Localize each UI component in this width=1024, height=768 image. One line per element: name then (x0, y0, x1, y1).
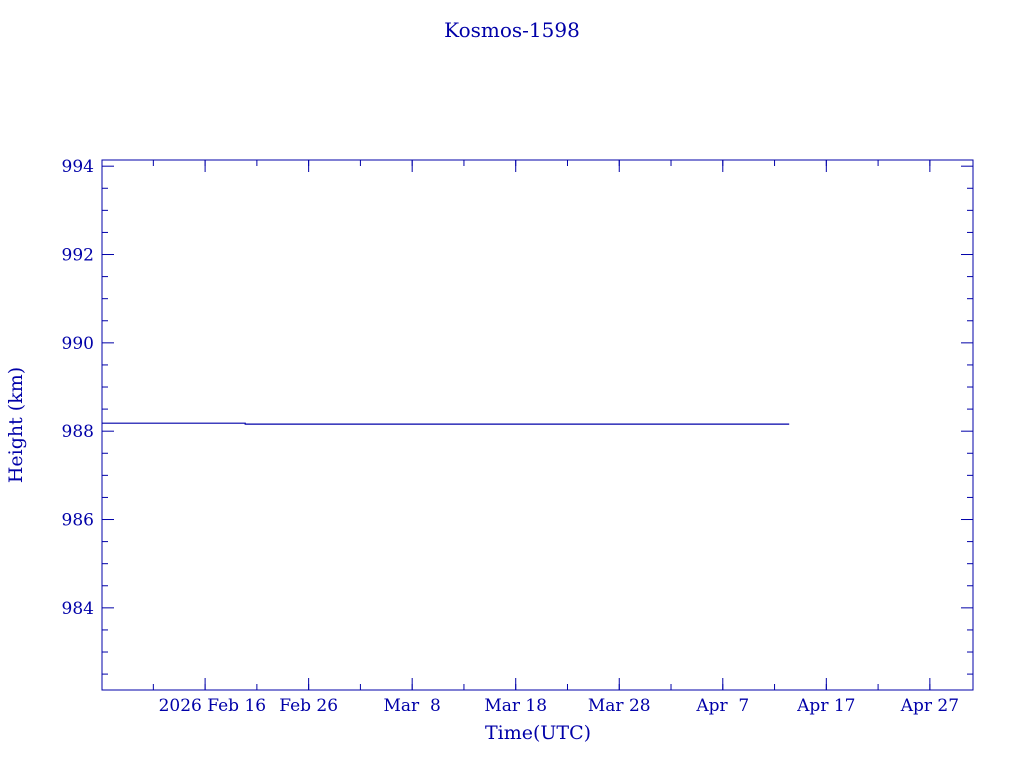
axis-ticks (102, 160, 973, 690)
plot-frame (101, 159, 974, 691)
y-tick-label: 994 (62, 157, 94, 177)
x-axis-label: Time(UTC) (485, 722, 591, 744)
x-tick-label: Apr 17 (796, 696, 855, 716)
y-tick-label: 986 (62, 511, 94, 531)
x-tick-label: Apr 7 (695, 696, 749, 716)
tick-labels: 2026 Feb 16 Feb 26 Mar 8 Mar 18 Mar 28 Apr 7 A… (62, 157, 959, 716)
x-tick-label: Apr 27 (900, 696, 959, 716)
x-tick-label: 2026 Feb 16 (159, 696, 267, 716)
series (102, 422, 790, 425)
y-tick-label: 984 (62, 599, 94, 619)
y-tick-label: 988 (62, 422, 94, 442)
y-tick-label: 990 (62, 334, 94, 354)
y-axis-label: Height (km) (5, 367, 27, 483)
x-tick-label: Mar 18 (484, 696, 547, 716)
x-tick-label: Mar 28 (588, 696, 651, 716)
chart-title: Kosmos-1598 (444, 18, 580, 42)
x-tick-label: Mar 8 (384, 696, 441, 716)
x-tick-label: Feb 26 (279, 696, 338, 716)
y-tick-label: 992 (62, 246, 94, 266)
height-series-line (102, 422, 790, 425)
